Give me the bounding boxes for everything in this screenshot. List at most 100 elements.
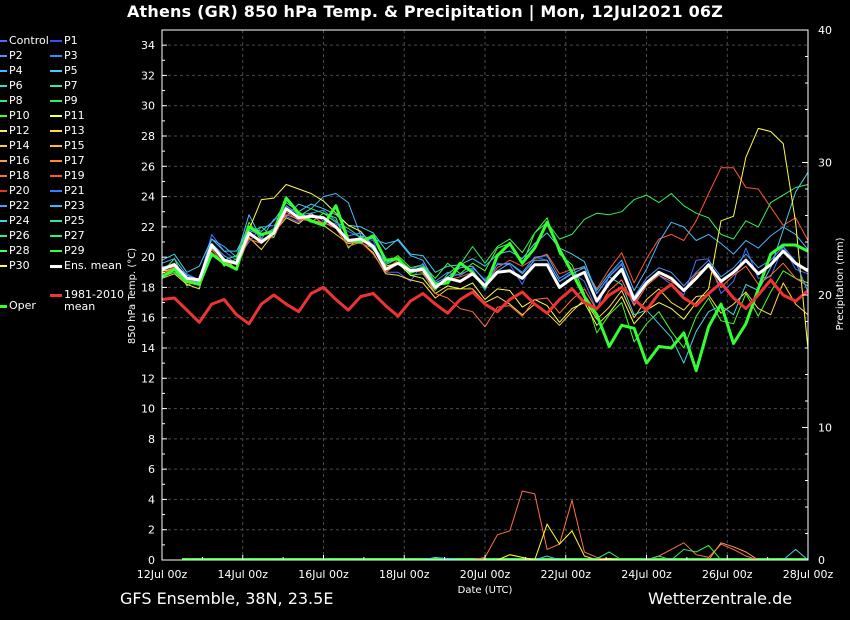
legend-swatch [0, 175, 7, 177]
legend-label: P10 [9, 109, 30, 122]
legend-label: P20 [9, 184, 30, 197]
y-tick-label: 12 [141, 372, 155, 385]
legend-swatch [50, 115, 62, 117]
legend-swatch [50, 100, 62, 102]
legend-swatch [50, 265, 62, 268]
y-tick-label: 10 [141, 403, 155, 416]
legend-label: P4 [9, 64, 23, 77]
legend-swatch [0, 190, 7, 192]
legend-swatch [0, 55, 7, 57]
legend-swatch [0, 305, 7, 308]
legend-swatch [0, 100, 7, 102]
y2-tick-label: 10 [818, 422, 832, 435]
x-tick-label: 16Jul 00z [298, 568, 349, 581]
legend-label: P23 [64, 199, 85, 212]
legend-label: P5 [64, 64, 78, 77]
legend-label: 1981-2010 mean [64, 289, 124, 313]
legend-label: P16 [9, 154, 30, 167]
legend-label: P17 [64, 154, 85, 167]
y-axis-label: 850 hPa Temp. (°C) [127, 248, 138, 344]
x-tick-label: 28Jul 00z [783, 568, 834, 581]
series-line-ens-mean [161, 207, 809, 303]
series-line-p11 [161, 127, 809, 350]
legend-label: P6 [9, 79, 23, 92]
legend-label: P24 [9, 214, 30, 227]
legend-label: P1 [64, 34, 78, 47]
legend-label: P30 [9, 259, 30, 272]
legend-swatch [0, 85, 7, 87]
legend-label: P2 [9, 49, 23, 62]
x-tick-label: 26Jul 00z [702, 568, 753, 581]
y2-axis-label: Precipitation (mm) [835, 237, 846, 330]
series-line-p4 [161, 193, 809, 291]
chart-title: Athens (GR) 850 hPa Temp. & Precipitatio… [126, 2, 724, 21]
y-tick-label: 2 [148, 524, 155, 537]
y-tick-label: 28 [141, 130, 155, 143]
legend-label: P18 [9, 169, 30, 182]
footer-source: GFS Ensemble, 38N, 23.5E [120, 589, 334, 608]
x-axis-label: Date (UTC) [458, 585, 513, 596]
y-tick-label: 0 [148, 554, 155, 567]
legend-swatch [50, 220, 62, 222]
legend-label: P19 [64, 169, 85, 182]
grid-lines [162, 30, 808, 560]
legend-swatch [0, 70, 7, 72]
legend-swatch [0, 220, 7, 222]
legend-swatch [50, 205, 62, 207]
y2-tick-label: 0 [818, 554, 825, 567]
legend-swatch [0, 115, 7, 117]
legend-swatch [50, 160, 62, 162]
legend-label-line: 1981-2010 [64, 288, 124, 301]
legend-swatch [0, 145, 7, 147]
legend-label: Control [9, 34, 49, 47]
y-tick-label: 20 [141, 251, 155, 264]
y-tick-label: 18 [141, 281, 155, 294]
x-tick-label: 18Jul 00z [379, 568, 430, 581]
legend-label: P7 [64, 79, 78, 92]
y2-tick-label: 40 [818, 24, 832, 37]
legend-swatch [0, 205, 7, 207]
x-tick-label: 14Jul 00z [217, 568, 268, 581]
legend-label: P11 [64, 109, 85, 122]
legend-swatch [50, 175, 62, 177]
legend-swatch [0, 250, 7, 252]
precipitation-lines [162, 490, 809, 561]
legend-swatch [50, 40, 62, 42]
x-tick-label: 22Jul 00z [540, 568, 591, 581]
y-tick-label: 32 [141, 69, 155, 82]
y2-tick-label: 30 [818, 157, 832, 170]
legend-swatch [50, 130, 62, 132]
legend-label: P12 [9, 124, 30, 137]
x-tick-label: 24Jul 00z [621, 568, 672, 581]
y-tick-label: 14 [141, 342, 155, 355]
legend-swatch [0, 265, 7, 267]
legend-swatch [50, 235, 62, 237]
legend-label: P28 [9, 244, 30, 257]
y2-tick-label: 20 [818, 289, 832, 302]
y-tick-label: 8 [148, 433, 155, 446]
y-tick-label: 34 [141, 39, 155, 52]
series-line-p9 [161, 184, 809, 291]
legend-label: P13 [64, 124, 85, 137]
legend-label: P14 [9, 139, 30, 152]
axis-ticks: 0246810121416182022242628303234010203040… [137, 24, 834, 581]
legend-label: P25 [64, 214, 85, 227]
legend-label: Oper [9, 299, 36, 312]
legend-label: P15 [64, 139, 85, 152]
legend-label: P27 [64, 229, 85, 242]
legend-swatch [50, 55, 62, 57]
legend-swatch [50, 70, 62, 72]
legend-swatch [0, 235, 7, 237]
legend-label: P26 [9, 229, 30, 242]
series-line-1981-2010-mean [161, 278, 809, 326]
y-tick-label: 26 [141, 160, 155, 173]
legend-swatch [50, 250, 62, 252]
y-tick-label: 16 [141, 312, 155, 325]
x-tick-label: 20Jul 00z [460, 568, 511, 581]
series-line-p24 [161, 172, 809, 364]
legend-swatch [50, 85, 62, 87]
y-tick-label: 30 [141, 100, 155, 113]
legend-label: P3 [64, 49, 78, 62]
series-line-oper [161, 196, 809, 373]
